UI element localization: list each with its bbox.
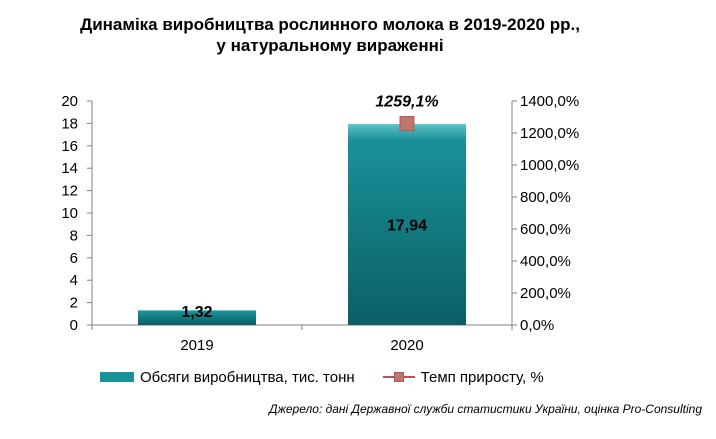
legend-item-production: Обсяги виробництва, тис. тонн	[100, 369, 355, 386]
bar-data-label: 1,32	[181, 304, 212, 321]
chart-title-line-2: у натуральному вираженні	[216, 36, 444, 55]
legend-item-growth: Темп приросту, %	[382, 368, 544, 386]
y-right-tick-label: 600,0%	[520, 221, 571, 238]
y-right-tick-label: 1200,0%	[520, 125, 579, 142]
y-left-tick-label: 8	[70, 227, 78, 244]
y-left-tick-label: 16	[61, 138, 78, 155]
y-left-tick-label: 14	[61, 160, 78, 177]
y-left-tick-label: 12	[61, 183, 78, 200]
y-left-tick-label: 4	[70, 272, 78, 289]
growth-marker	[399, 116, 415, 132]
legend: Обсяги виробництва, тис. тонн Темп приро…	[100, 368, 572, 386]
bar-data-label: 17,94	[387, 218, 427, 235]
chart-title: Динаміка виробництва рослинного молока в…	[0, 14, 660, 56]
bar	[348, 124, 466, 326]
y-right-tick-label: 400,0%	[520, 253, 571, 270]
y-left-tick-label: 6	[70, 250, 78, 267]
legend-line-swatch	[382, 372, 415, 382]
y-right-tick-label: 200,0%	[520, 285, 571, 302]
chart-title-line-1: Динаміка виробництва рослинного молока в…	[80, 15, 580, 34]
growth-data-label: 1259,1%	[375, 94, 438, 111]
y-right-tick-label: 800,0%	[520, 189, 571, 206]
legend-label-growth: Темп приросту, %	[420, 368, 544, 386]
legend-bar-swatch	[100, 372, 134, 382]
y-right-tick-label: 1400,0%	[520, 93, 579, 110]
x-tick-label: 2020	[390, 337, 423, 354]
y-left-tick-label: 10	[61, 205, 78, 222]
y-left-tick-label: 0	[70, 317, 78, 334]
legend-label-production: Обсяги виробництва, тис. тонн	[140, 368, 355, 386]
x-tick-label: 2019	[180, 337, 213, 354]
y-right-tick-label: 0,0%	[520, 317, 554, 334]
y-right-tick-label: 1000,0%	[520, 157, 579, 174]
y-left-tick-label: 18	[61, 115, 78, 132]
y-left-tick-label: 2	[70, 295, 78, 312]
bar	[138, 310, 256, 325]
source-note: Джерело: дані Державної служби статистик…	[269, 402, 702, 416]
y-left-tick-label: 20	[61, 93, 78, 110]
